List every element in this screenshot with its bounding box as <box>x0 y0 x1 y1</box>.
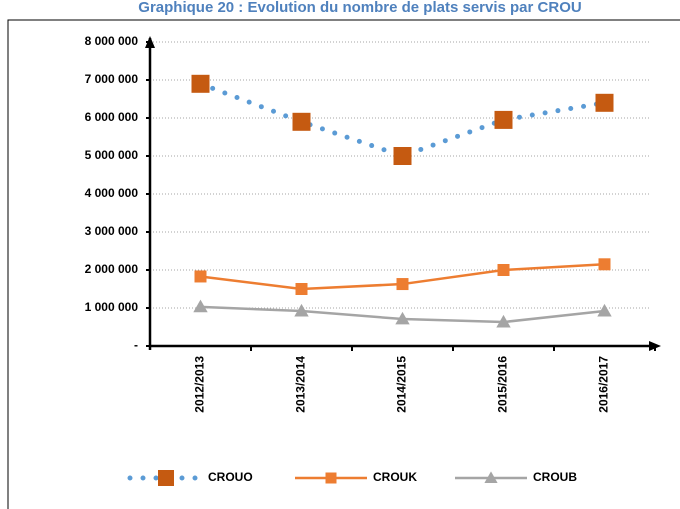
data-point <box>292 112 311 131</box>
data-point <box>295 283 308 295</box>
x-tick-label: 2014/2015 <box>395 356 409 413</box>
y-tick-label: - <box>134 338 138 352</box>
y-tick-label: 3 000 000 <box>85 224 139 238</box>
data-point <box>193 299 208 313</box>
data-point <box>194 270 207 283</box>
data-point <box>294 303 309 317</box>
y-tick-label: 7 000 000 <box>85 72 139 86</box>
legend-marker <box>325 472 337 484</box>
data-point <box>396 278 409 291</box>
data-point <box>496 314 511 328</box>
legend-marker <box>158 470 174 486</box>
legend-label: CROUB <box>533 470 577 484</box>
series-line <box>198 81 607 159</box>
x-tick-label: 2015/2016 <box>496 356 510 413</box>
data-point <box>497 264 510 276</box>
data-point <box>598 258 611 271</box>
x-tick-label: 2013/2014 <box>294 356 308 413</box>
data-point <box>595 93 614 112</box>
chart-frame <box>7 19 680 509</box>
legend-marker <box>484 471 498 483</box>
data-point <box>191 74 210 93</box>
y-tick-label: 2 000 000 <box>85 262 139 276</box>
y-tick-label: 1 000 000 <box>85 300 139 314</box>
chart-title: Graphique 20 : Evolution du nombre de pl… <box>138 0 581 16</box>
y-tick-label: 4 000 000 <box>85 186 139 200</box>
x-tick-label: 2012/2013 <box>193 356 207 413</box>
y-tick-label: 5 000 000 <box>85 148 139 162</box>
x-tick-label: 2016/2017 <box>597 356 611 413</box>
y-tick-label: 8 000 000 <box>85 34 139 48</box>
y-tick-label: 6 000 000 <box>85 110 139 124</box>
data-point <box>494 110 513 129</box>
data-point <box>393 147 412 165</box>
legend-label: CROUO <box>208 470 253 484</box>
legend-label: CROUK <box>373 470 417 484</box>
data-point <box>395 311 410 325</box>
y-axis-arrow <box>145 36 155 48</box>
data-point <box>597 303 612 317</box>
